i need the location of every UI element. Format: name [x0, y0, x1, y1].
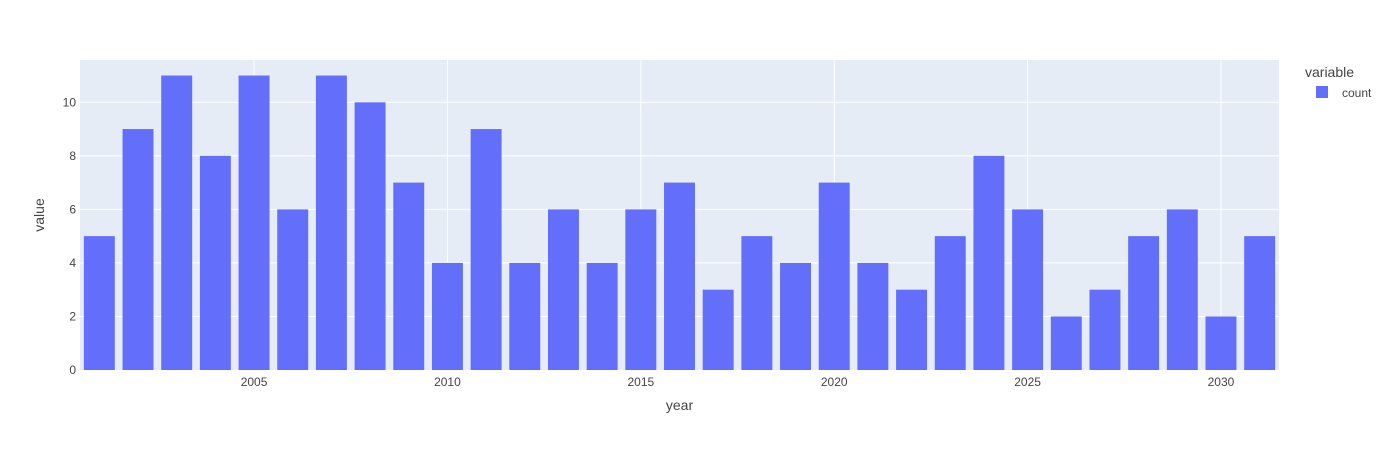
bar-2024[interactable] [973, 155, 1005, 370]
bar-2018[interactable] [741, 236, 773, 370]
bar-2015[interactable] [625, 209, 657, 370]
bar-2026[interactable] [1050, 316, 1082, 370]
bar-2002[interactable] [122, 129, 154, 370]
bar-2025[interactable] [1012, 209, 1044, 370]
x-axis-ticks: 2005 2010 2015 2020 2025 2030 [241, 375, 1235, 389]
x-tick-label: 2010 [434, 375, 461, 389]
bar-2027[interactable] [1089, 289, 1121, 370]
y-tick-label: 4 [69, 256, 76, 270]
bar-2014[interactable] [586, 262, 618, 370]
bars [83, 75, 1276, 371]
bar-2031[interactable] [1244, 236, 1276, 370]
bar-2010[interactable] [431, 262, 463, 370]
y-tick-label: 6 [69, 202, 76, 216]
legend-swatch-count[interactable] [1316, 86, 1328, 98]
bar-2016[interactable] [664, 182, 695, 370]
bar-2009[interactable] [393, 182, 425, 370]
bar-2005[interactable] [238, 75, 270, 371]
bar-2022[interactable] [896, 289, 928, 370]
bar-2021[interactable] [857, 262, 889, 370]
x-tick-label: 2015 [627, 375, 654, 389]
x-tick-label: 2030 [1208, 375, 1235, 389]
y-tick-label: 8 [69, 149, 76, 163]
x-tick-label: 2005 [241, 375, 268, 389]
legend[interactable]: variable count [1305, 64, 1372, 100]
x-axis-title: year [666, 397, 694, 413]
legend-title: variable [1305, 64, 1354, 80]
bar-2012[interactable] [509, 262, 541, 370]
y-tick-label: 0 [69, 363, 76, 377]
bar-2006[interactable] [277, 209, 309, 370]
bar-2013[interactable] [547, 209, 579, 370]
legend-label-count[interactable]: count [1342, 86, 1372, 100]
bar-2007[interactable] [315, 75, 347, 371]
bar-2008[interactable] [354, 102, 386, 371]
y-axis-title: value [31, 198, 47, 232]
x-tick-label: 2025 [1014, 375, 1041, 389]
bar-2028[interactable] [1128, 236, 1160, 370]
x-tick-label: 2020 [821, 375, 848, 389]
bar-2019[interactable] [780, 262, 812, 370]
bar-2004[interactable] [199, 155, 231, 370]
bar-2030[interactable] [1205, 316, 1237, 370]
y-tick-label: 10 [63, 95, 77, 109]
bar-2020[interactable] [818, 182, 850, 370]
y-tick-label: 2 [69, 309, 76, 323]
bar-2003[interactable] [161, 75, 193, 371]
bar-2011[interactable] [470, 129, 502, 370]
bar-2001[interactable] [83, 236, 115, 370]
bar-2017[interactable] [702, 289, 734, 370]
bar-2029[interactable] [1166, 209, 1198, 370]
y-axis-ticks: 0 2 4 6 8 10 [63, 95, 77, 377]
bar-2023[interactable] [934, 236, 966, 370]
